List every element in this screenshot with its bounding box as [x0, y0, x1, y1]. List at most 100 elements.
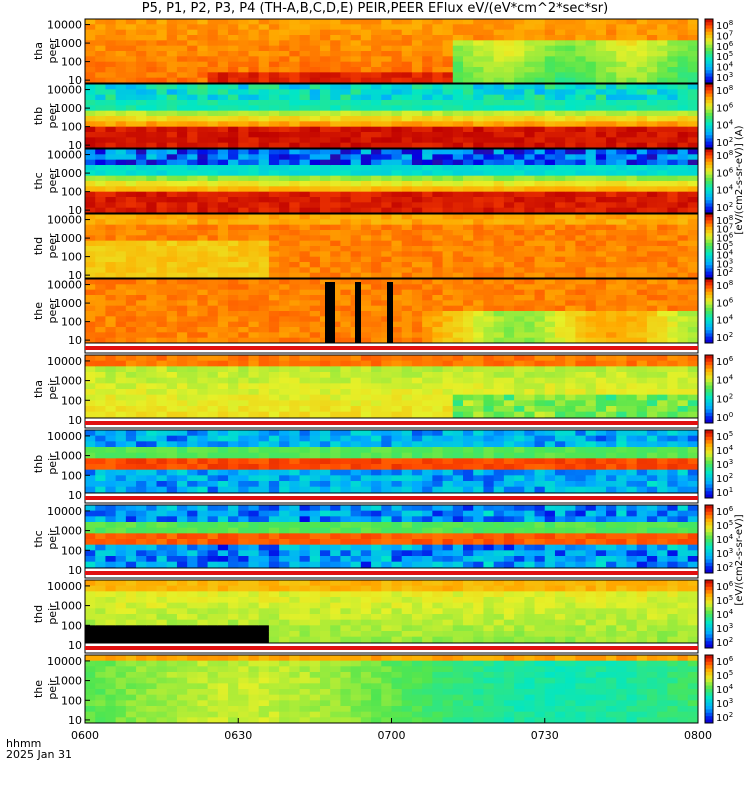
heatmap-cell [595, 256, 607, 263]
heatmap-cell [319, 389, 331, 396]
heatmap-cell [646, 246, 658, 252]
heatmap-cell [115, 300, 127, 307]
heatmap-cell [646, 295, 658, 301]
heatmap-cell [371, 170, 382, 177]
heatmap-cell [95, 246, 106, 252]
heatmap-cell [667, 175, 679, 182]
heatmap-cell [626, 19, 638, 25]
heatmap-cell [360, 100, 372, 106]
heatmap-cell [105, 170, 117, 177]
heatmap-cell [166, 262, 178, 268]
heatmap-cell [156, 295, 168, 301]
heatmap-cell [534, 289, 546, 296]
heatmap-cell [268, 224, 280, 231]
heatmap-cell [115, 35, 127, 41]
heatmap-cell [85, 372, 96, 379]
heatmap-cell [217, 100, 229, 106]
heatmap-cell [156, 219, 168, 226]
heatmap-cell [534, 272, 546, 279]
heatmap-cell [258, 100, 270, 106]
heatmap-cell [503, 149, 515, 155]
heatmap-cell [411, 214, 423, 220]
heatmap-cell [411, 332, 423, 339]
colorbar-segment [705, 220, 713, 225]
heatmap-cell [238, 207, 249, 214]
colorbar-segment [705, 358, 713, 363]
heatmap-cell [85, 246, 96, 252]
heatmap-cell [299, 377, 311, 384]
heatmap-cell [207, 89, 219, 96]
heatmap-cell [432, 230, 444, 236]
heatmap-cell [166, 100, 178, 106]
heatmap-cell [187, 262, 198, 268]
heatmap-cell [442, 35, 454, 41]
heatmap-cell [136, 121, 147, 128]
heatmap-cell [432, 149, 444, 155]
heatmap-cell [228, 89, 239, 96]
heatmap-cell [657, 197, 668, 203]
heatmap-cell [381, 284, 392, 291]
heatmap-cell [279, 394, 290, 401]
heatmap-cell [534, 100, 546, 106]
heatmap-cell [85, 219, 96, 226]
heatmap-cell [136, 214, 147, 220]
heatmap-cell [125, 332, 137, 339]
heatmap-cell [136, 475, 147, 482]
heatmap-cell [381, 327, 392, 333]
heatmap-cell [95, 430, 106, 437]
heatmap-cell [534, 126, 546, 133]
heatmap-cell [217, 267, 229, 274]
heatmap-cell [299, 202, 311, 209]
colorbar-segment [705, 84, 713, 88]
heatmap-cell [503, 45, 515, 52]
heatmap-cell [381, 289, 392, 296]
heatmap-cell [197, 181, 209, 187]
heatmap-cell [636, 284, 648, 291]
heatmap-cell [595, 165, 607, 171]
heatmap-cell [371, 154, 382, 161]
heatmap-cell [646, 389, 658, 396]
heatmap-cell [442, 469, 454, 476]
heatmap-cell [503, 191, 515, 198]
heatmap-cell [432, 116, 444, 122]
heatmap-cell [146, 159, 158, 166]
heatmap-cell [636, 116, 648, 122]
heatmap-cell [585, 29, 597, 36]
heatmap-cell [248, 94, 260, 101]
colorbar-segment [705, 230, 713, 234]
heatmap-cell [514, 207, 525, 214]
heatmap-cell [442, 105, 454, 112]
heatmap-cell [309, 230, 321, 236]
heatmap-cell [381, 394, 392, 401]
heatmap-cell [432, 251, 444, 258]
heatmap-cell [565, 366, 576, 373]
heatmap-cell [452, 469, 464, 476]
heatmap-cell [289, 458, 301, 465]
heatmap-cell [248, 430, 260, 437]
heatmap-cell [350, 181, 362, 187]
heatmap-cell [289, 441, 301, 448]
heatmap-cell [595, 142, 607, 149]
heatmap-cell [371, 272, 382, 279]
heatmap-cell [115, 332, 127, 339]
colorbar-segment [705, 132, 713, 136]
heatmap-cell [442, 110, 454, 117]
heatmap-cell [136, 366, 147, 373]
heatmap-cell [330, 56, 341, 63]
heatmap-cell [442, 486, 454, 493]
heatmap-cell [166, 355, 178, 362]
heatmap-cell [524, 267, 536, 274]
heatmap-cell [371, 159, 382, 166]
heatmap-cell [452, 159, 464, 166]
heatmap-cell [319, 383, 331, 390]
heatmap-cell [514, 67, 525, 73]
heatmap-cell [85, 230, 96, 236]
colorbar-segment [705, 295, 713, 299]
heatmap-cell [524, 84, 536, 90]
heatmap-cell [258, 121, 270, 128]
heatmap-cell [319, 181, 331, 187]
heatmap-cell [207, 486, 219, 493]
heatmap-cell [176, 464, 188, 471]
heatmap-cell [432, 72, 444, 79]
heatmap-cell [85, 77, 96, 84]
